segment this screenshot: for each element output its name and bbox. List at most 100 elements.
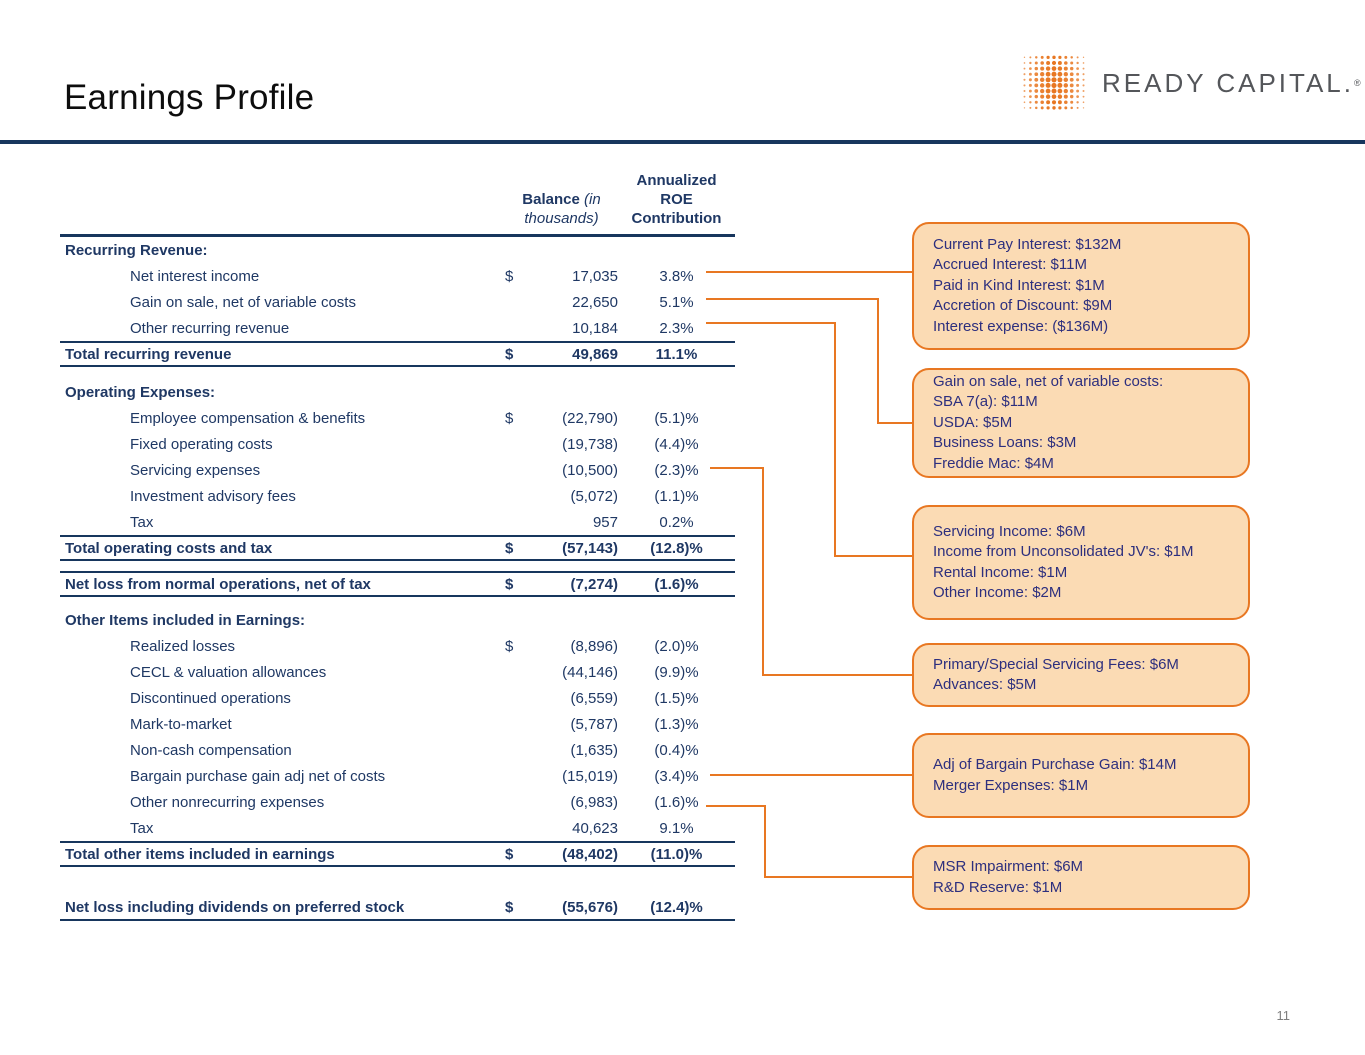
balance-value: (6,559) xyxy=(570,689,618,707)
row-label: Operating Expenses: xyxy=(65,383,216,401)
row-label: Gain on sale, net of variable costs xyxy=(130,293,356,311)
dollar-sign: $ xyxy=(505,267,514,285)
row-label: Tax xyxy=(130,819,154,837)
callout-line: Servicing Income: $6M xyxy=(933,522,1086,540)
balance-value: 49,869 xyxy=(572,345,618,363)
balance-value: (19,738) xyxy=(562,435,618,453)
row-label: Recurring Revenue: xyxy=(65,241,208,259)
balance-value: (55,676) xyxy=(562,898,618,916)
row-label: Total other items included in earnings xyxy=(65,845,335,863)
callout-other-nonrecurring: MSR Impairment: $6M R&D Reserve: $1M xyxy=(912,845,1250,910)
table-row-total: Total other items included in earnings $… xyxy=(60,841,735,867)
table-row: Gain on sale, net of variable costs 22,6… xyxy=(60,289,735,315)
roe-value: 0.2% xyxy=(659,513,694,531)
table-row: CECL & valuation allowances (44,146) (9.… xyxy=(60,659,735,685)
callout-line: Merger Expenses: $1M xyxy=(933,776,1089,794)
page-title: Earnings Profile xyxy=(64,78,315,117)
roe-value: (4.4)% xyxy=(654,435,699,453)
callout-line: Freddie Mac: $4M xyxy=(933,454,1054,472)
table-row: Realized losses $ (8,896) (2.0)% xyxy=(60,633,735,659)
row-label: Discontinued operations xyxy=(130,689,291,707)
spacer xyxy=(60,367,735,379)
registered-mark: ® xyxy=(1354,77,1361,88)
roe-column-header: Annualized ROE Contribution xyxy=(631,172,722,227)
callout-line: Advances: $5M xyxy=(933,676,1037,693)
row-label: Net loss including dividends on preferre… xyxy=(65,898,405,916)
balance-value: (7,274) xyxy=(570,575,618,593)
table-row: Mark-to-market (5,787) (1.3)% xyxy=(60,711,735,737)
callout-line: Adj of Bargain Purchase Gain: $14M xyxy=(933,756,1177,773)
balance-value: 22,650 xyxy=(572,293,618,311)
callout-other-recurring-revenue: Servicing Income: $6M Income from Uncons… xyxy=(912,505,1250,620)
table-row-total: Total operating costs and tax $ (57,143)… xyxy=(60,535,735,561)
callout-line: R&D Reserve: $1M xyxy=(933,878,1063,896)
callout-servicing-expenses: Primary/Special Servicing Fees: $6M Adva… xyxy=(912,643,1250,707)
spacer xyxy=(60,867,735,895)
earnings-table: Balance (in thousands) Annualized ROE Co… xyxy=(60,163,735,921)
dollar-sign: $ xyxy=(505,539,514,557)
table-row: Fixed operating costs (19,738) (4.4)% xyxy=(60,431,735,457)
table-row-section: Other Items included in Earnings: xyxy=(60,607,735,633)
callout-gain-on-sale: Gain on sale, net of variable costs: SBA… xyxy=(912,368,1250,478)
roe-value: (3.4)% xyxy=(654,767,699,785)
table-row: Non-cash compensation (1,635) (0.4)% xyxy=(60,737,735,763)
row-label: Mark-to-market xyxy=(130,715,232,733)
roe-value: 2.3% xyxy=(659,319,694,337)
callout-line: Current Pay Interest: $132M xyxy=(933,235,1122,253)
roe-value: (9.9)% xyxy=(654,663,699,681)
dotted-globe-icon xyxy=(1023,55,1085,110)
balance-value: 17,035 xyxy=(572,267,618,285)
dollar-sign: $ xyxy=(505,845,514,863)
balance-value: 40,623 xyxy=(572,819,618,837)
roe-value: (12.8)% xyxy=(650,539,703,557)
row-label: Other recurring revenue xyxy=(130,319,290,337)
dollar-sign: $ xyxy=(505,345,514,363)
row-label: Tax xyxy=(130,513,154,531)
row-label: Fixed operating costs xyxy=(130,435,273,453)
callout-line: Business Loans: $3M xyxy=(933,434,1077,452)
table-row: Other nonrecurring expenses (6,983) (1.6… xyxy=(60,789,735,815)
row-label: Investment advisory fees xyxy=(130,487,296,505)
dollar-sign: $ xyxy=(505,409,514,427)
balance-value: (15,019) xyxy=(562,767,618,785)
row-label: Bargain purchase gain adj net of costs xyxy=(130,767,386,785)
row-label: Servicing expenses xyxy=(130,461,261,479)
row-label: Total recurring revenue xyxy=(65,345,232,363)
roe-value: (1.6)% xyxy=(654,793,699,811)
table-row: Other recurring revenue 10,184 2.3% xyxy=(60,315,735,341)
roe-value: (1.5)% xyxy=(654,689,699,707)
table-row: Investment advisory fees (5,072) (1.1)% xyxy=(60,483,735,509)
callout-line: MSR Impairment: $6M xyxy=(933,858,1084,875)
row-label: Other Items included in Earnings: xyxy=(65,611,306,629)
row-label: Realized losses xyxy=(130,637,236,655)
row-label: Employee compensation & benefits xyxy=(130,409,366,427)
balance-value: (8,896) xyxy=(570,637,618,655)
row-label: Total operating costs and tax xyxy=(65,539,273,557)
roe-value: 9.1% xyxy=(659,819,694,837)
callout-line: Paid in Kind Interest: $1M xyxy=(933,276,1105,294)
table-row: Tax 40,623 9.1% xyxy=(60,815,735,841)
table-row: Tax 957 0.2% xyxy=(60,509,735,535)
balance-value: 10,184 xyxy=(572,319,618,337)
balance-value: (57,143) xyxy=(562,539,618,557)
callout-net-interest-income: Current Pay Interest: $132M Accrued Inte… xyxy=(912,222,1250,350)
spacer xyxy=(60,561,735,571)
logo-text: READY CAPITAL.® xyxy=(1102,67,1361,98)
balance-value: (22,790) xyxy=(562,409,618,427)
callout-line: Interest expense: ($136M) xyxy=(933,317,1109,335)
callout-line: Other Income: $2M xyxy=(933,584,1062,601)
balance-value: (10,500) xyxy=(562,461,618,479)
callout-bargain-purchase: Adj of Bargain Purchase Gain: $14M Merge… xyxy=(912,733,1250,818)
roe-value: 3.8% xyxy=(659,267,694,285)
callout-line: Rental Income: $1M xyxy=(933,563,1068,581)
roe-value: (1.1)% xyxy=(654,487,699,505)
spacer xyxy=(60,597,735,607)
callout-line: Accrued Interest: $11M xyxy=(933,256,1087,274)
row-label: Net loss from normal operations, net of … xyxy=(65,575,371,593)
dollar-sign: $ xyxy=(505,575,514,593)
roe-value: (11.0)% xyxy=(650,845,703,863)
table-row-total: Net loss from normal operations, net of … xyxy=(60,571,735,597)
balance-value: (44,146) xyxy=(562,663,618,681)
roe-value: (0.4)% xyxy=(654,741,699,759)
